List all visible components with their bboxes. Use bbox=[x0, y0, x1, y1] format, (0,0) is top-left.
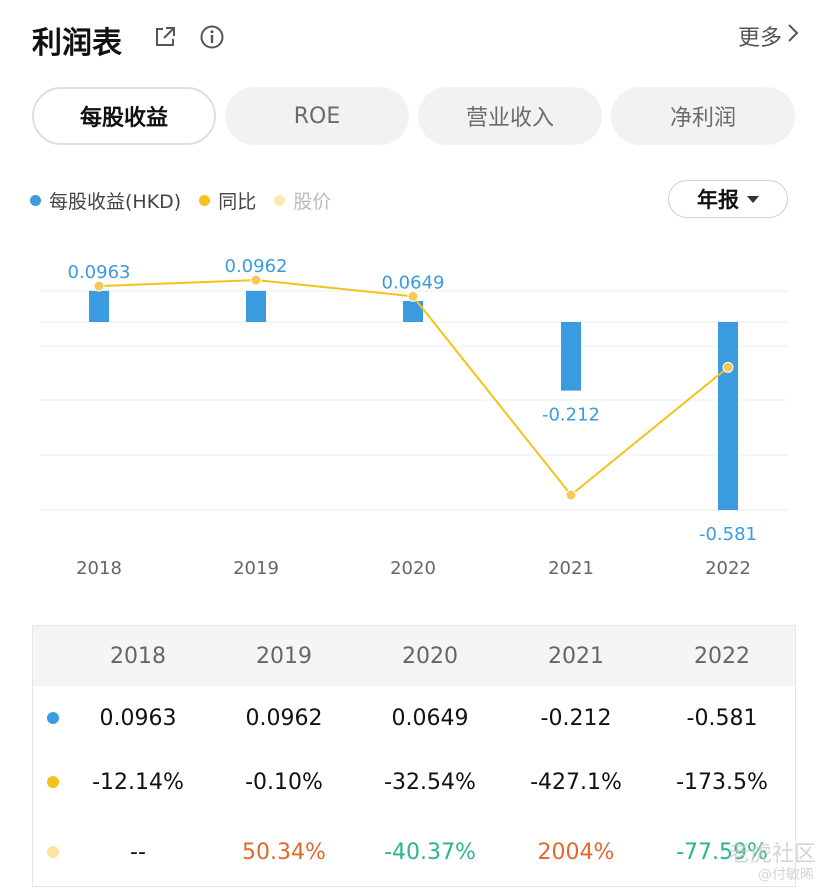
table-cell: -12.14% bbox=[92, 769, 184, 795]
legend-label: 每股收益(HKD) bbox=[49, 190, 182, 213]
more-label: 更多 bbox=[737, 26, 782, 51]
legend-dot bbox=[274, 194, 286, 206]
tab-roe[interactable]: ROE bbox=[225, 87, 409, 145]
table-cell: -- bbox=[130, 839, 146, 865]
table-row-price: -- 50.34% -40.37% 2004% -77.59% bbox=[33, 822, 795, 882]
legend-item-eps[interactable]: 每股收益(HKD) bbox=[30, 187, 181, 214]
caret-down-icon bbox=[747, 195, 759, 203]
x-axis-label: 2022 bbox=[705, 558, 751, 579]
x-axis-label: 2018 bbox=[76, 558, 122, 579]
bar-value-label: 0.0649 bbox=[382, 272, 445, 293]
data-table: 2018 2019 2020 2021 2022 0.0963 0.0962 0… bbox=[32, 625, 796, 887]
table-cell: -32.54% bbox=[384, 769, 476, 795]
yoy-point bbox=[722, 361, 734, 373]
table-row-yoy: -12.14% -0.10% -32.54% -427.1% -173.5% bbox=[33, 752, 795, 812]
table-cell: -40.37% bbox=[384, 839, 476, 865]
bar-value-label: 0.0962 bbox=[225, 256, 288, 277]
external-link-icon[interactable] bbox=[152, 24, 178, 50]
header-year: 2022 bbox=[694, 643, 750, 669]
yoy-point bbox=[250, 274, 262, 286]
chevron-right-icon bbox=[786, 22, 800, 50]
table-cell: -427.1% bbox=[530, 769, 622, 795]
period-label: 年报 bbox=[697, 188, 739, 212]
bar-value-label: -0.212 bbox=[542, 405, 600, 426]
header-year: 2019 bbox=[256, 643, 312, 669]
legend-item-price[interactable]: 股价 bbox=[274, 187, 331, 214]
page-title: 利润表 bbox=[32, 26, 122, 61]
header-year: 2021 bbox=[548, 643, 604, 669]
info-icon[interactable] bbox=[199, 24, 225, 50]
table-cell: 0.0649 bbox=[391, 705, 469, 731]
legend-label: 股价 bbox=[293, 190, 332, 213]
yoy-point bbox=[93, 280, 105, 292]
x-axis-label: 2019 bbox=[233, 558, 279, 579]
row-dot bbox=[47, 712, 59, 724]
eps-bar bbox=[89, 290, 109, 322]
bar-value-label: -0.581 bbox=[699, 524, 757, 545]
chart-legend: 每股收益(HKD) 同比 股价 bbox=[30, 185, 349, 215]
legend-item-yoy[interactable]: 同比 bbox=[199, 187, 256, 214]
tab-eps[interactable]: 每股收益 bbox=[32, 87, 216, 145]
eps-bar bbox=[561, 322, 581, 391]
table-cell: -173.5% bbox=[676, 769, 768, 795]
table-cell: -77.59% bbox=[676, 839, 768, 865]
legend-dot bbox=[30, 194, 41, 206]
table-cell: 0.0962 bbox=[245, 705, 323, 731]
header-year: 2020 bbox=[402, 643, 458, 669]
table-cell: -0.581 bbox=[686, 705, 758, 731]
tab-revenue[interactable]: 营业收入 bbox=[418, 87, 602, 145]
yoy-point bbox=[565, 489, 577, 501]
eps-bar bbox=[246, 290, 266, 322]
table-cell: 50.34% bbox=[242, 839, 326, 865]
legend-label: 同比 bbox=[218, 190, 257, 213]
eps-bar bbox=[718, 322, 738, 510]
row-dot bbox=[47, 776, 59, 788]
x-axis-label: 2021 bbox=[548, 558, 594, 579]
table-cell: 2004% bbox=[537, 839, 615, 865]
table-cell: -0.212 bbox=[540, 705, 612, 731]
eps-chart: 0.0963 0.0962 0.0649 -0.212 -0.581 2018 2019 20… bbox=[40, 256, 788, 579]
watermark-logo: 老虎社区 bbox=[728, 842, 817, 867]
yoy-point bbox=[407, 290, 419, 302]
row-dot bbox=[47, 846, 59, 858]
table-cell: -0.10% bbox=[245, 769, 323, 795]
header-year: 2018 bbox=[110, 643, 166, 669]
x-axis-label: 2020 bbox=[390, 558, 436, 579]
eps-bar bbox=[403, 300, 423, 322]
period-selector[interactable]: 年报 bbox=[668, 180, 788, 218]
header: 利润表 更多 bbox=[32, 14, 800, 61]
table-row-eps: 0.0963 0.0962 0.0649 -0.212 -0.581 bbox=[33, 688, 795, 748]
table-header-row: 2018 2019 2020 2021 2022 bbox=[33, 626, 795, 686]
metric-tabs: 每股收益 ROE 营业收入 净利润 bbox=[32, 87, 796, 147]
bar-value-label: 0.0963 bbox=[68, 262, 131, 283]
tab-net-profit[interactable]: 净利润 bbox=[611, 87, 795, 145]
more-link[interactable]: 更多 bbox=[738, 20, 800, 52]
watermark-author: @付敏晞 bbox=[758, 867, 814, 883]
legend-dot bbox=[199, 194, 211, 206]
table-cell: 0.0963 bbox=[99, 705, 177, 731]
